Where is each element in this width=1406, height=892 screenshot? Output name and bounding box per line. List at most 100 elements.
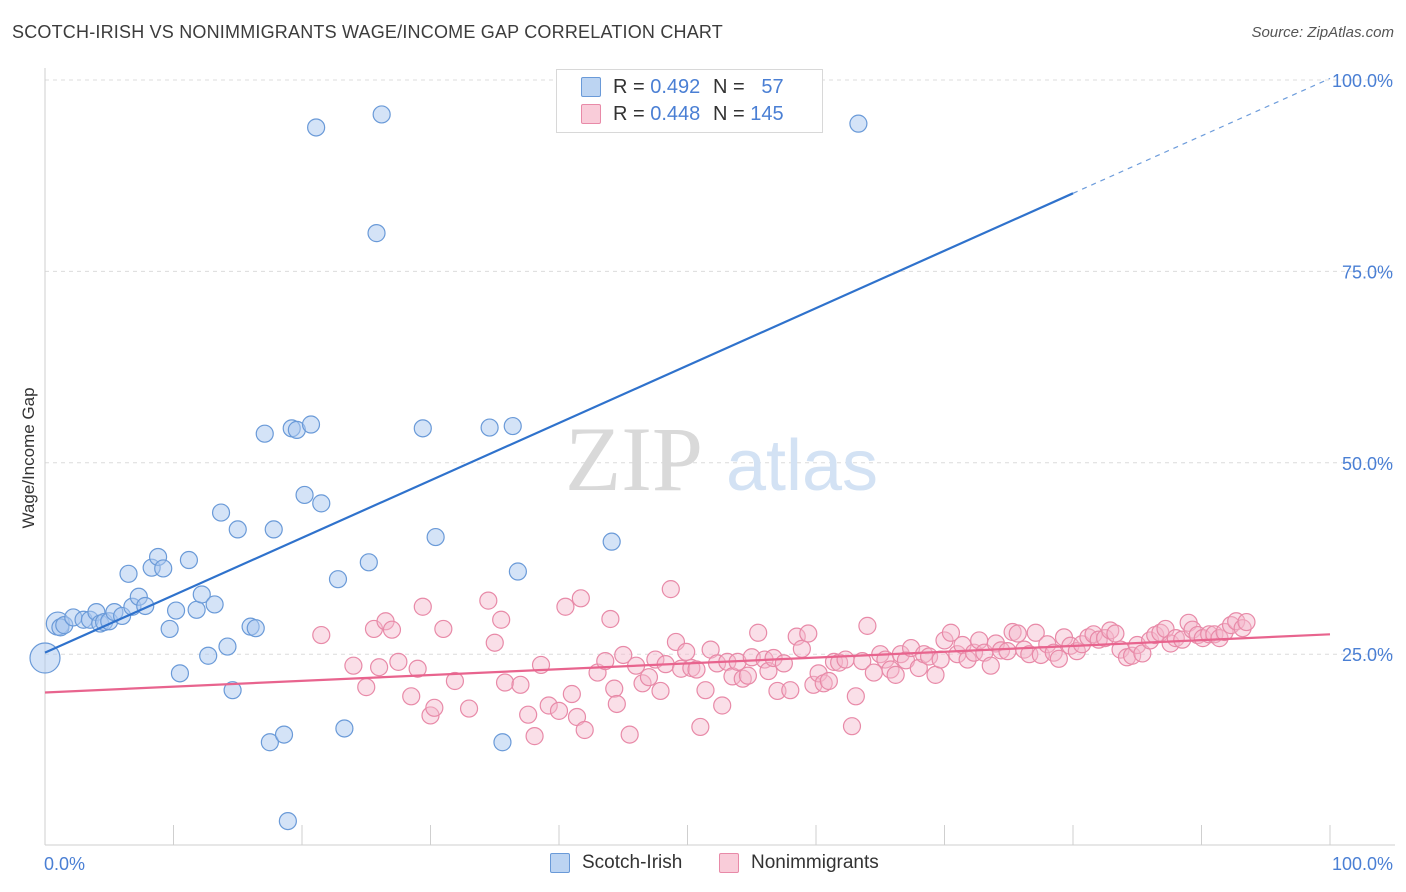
grid [45,79,1395,655]
nonimmigrants-point-6 [382,620,402,639]
nonimmigrants-point-78 [842,717,862,736]
nonimmigrants-point-106 [998,642,1017,661]
scotch-irish-point-55 [508,562,527,581]
nonimmigrants-point-50 [691,717,710,737]
scotch-irish-points [29,105,868,831]
nonimmigrants-point-14 [445,671,465,691]
nonimmigrants-point-135 [1161,634,1180,653]
scotch-irish-point-19 [154,559,173,578]
nonimmigrants-point-29 [571,589,590,608]
nonimmigrants-point-8 [402,687,421,706]
nonimmigrants-point-94 [931,650,950,669]
nonimmigrants-point-85 [881,660,900,679]
legend-n-value: 57 [761,75,784,98]
nonimmigrants-point-40 [639,668,659,687]
scotch-irish-point-21 [166,601,186,620]
scotch-irish-point-36 [264,520,283,539]
x-tick-label-min: 0.0% [44,854,85,874]
scotch-irish-point-54 [503,416,522,436]
nonimmigrants-point-24 [539,696,558,715]
scotch-irish-point-53 [493,733,512,752]
nonimmigrants-point-33 [601,609,620,629]
scotch-irish-point-0 [29,642,61,674]
legend-swatch-pink [719,853,739,873]
scotch-irish-point-29 [218,637,237,656]
nonimmigrants-point-58 [733,669,752,688]
nonimmigrants-point-96 [941,623,961,642]
scotch-irish-point-42 [301,415,321,434]
scotch-irish-point-30 [223,681,242,700]
legend-r-value: 0.448 [650,102,701,125]
nonimmigrants-point-77 [836,650,855,669]
scotch-irish-point-24 [187,600,206,619]
y-tick-label-3: 100.0% [1332,71,1393,91]
nonimmigrants-point-65 [768,681,787,701]
scotch-irish-point-35 [260,733,279,752]
legend-swatch-blue [550,853,570,873]
nonimmigrants-point-1 [344,656,363,675]
scotch-irish-point-44 [312,494,331,513]
nonimmigrants-trend-line [44,633,1331,694]
nonimmigrants-point-26 [556,597,575,616]
scotch-irish-point-22 [170,664,190,683]
legend-label-nonimmigrants: Nonimmigrants [751,852,879,873]
watermark: ZIP atlas [565,408,878,510]
scotch-irish-point-50 [413,419,432,438]
nonimmigrants-point-30 [575,720,594,740]
nonimmigrants-point-115 [1049,649,1068,668]
nonimmigrants-point-51 [696,681,715,700]
scotch-irish-point-34 [255,424,274,443]
nonimmigrants-point-124 [1101,621,1120,640]
scotch-irish-point-33 [246,619,265,638]
nonimmigrants-point-35 [607,694,626,714]
scotch-irish-point-47 [359,553,378,572]
nonimmigrants-point-10 [413,597,432,616]
scotch-irish-point-45 [328,570,348,589]
scotch-irish-point-43 [307,118,326,137]
series-legend: Scotch-Irish Nonimmigrants [0,852,1406,876]
stats-legend: R = 0.492 N = 57 R = 0.448 N = 145 [556,69,823,133]
nonimmigrants-point-90 [909,658,928,678]
nonimmigrants-point-22 [525,727,544,746]
scotch-irish-point-49 [372,105,391,124]
nonimmigrants-point-19 [495,673,515,692]
nonimmigrants-point-70 [799,624,818,643]
nonimmigrants-point-111 [1026,623,1045,642]
nonimmigrants-point-59 [738,666,757,685]
scotch-irish-point-52 [480,418,499,437]
nonimmigrants-point-44 [661,580,680,599]
nonimmigrants-point-54 [713,696,732,715]
scotch-irish-point-56 [602,532,621,551]
source-credit: Source: ZipAtlas.com [1251,24,1394,41]
nonimmigrants-point-34 [605,679,624,698]
nonimmigrants-point-42 [651,681,670,701]
legend-r-label: R = [613,102,651,125]
legend-n-value: 145 [750,102,784,125]
nonimmigrants-point-79 [846,687,865,706]
scotch-irish-trend-line [44,192,1074,654]
nonimmigrants-point-47 [677,642,696,662]
nonimmigrants-point-0 [312,625,331,645]
nonimmigrants-point-67 [781,681,800,700]
nonimmigrants-point-17 [485,633,504,652]
scotch-irish-point-26 [199,646,218,665]
scotch-irish-point-28 [211,503,231,522]
nonimmigrants-point-32 [596,651,615,671]
scotch-irish-point-48 [367,224,386,243]
nonimmigrants-point-145 [1215,622,1234,642]
legend-label-scotch-irish: Scotch-Irish [582,852,683,873]
y-axis-label: Wage/Income Gap [19,387,38,528]
scotch-irish-point-51 [426,527,445,547]
scotch-irish-point-27 [205,595,224,614]
y-tick-label-2: 75.0% [1342,262,1393,282]
nonimmigrants-point-61 [749,623,768,642]
scotch-irish-point-20 [160,619,179,639]
nonimmigrants-point-2 [357,678,376,697]
axes [44,68,1395,846]
nonimmigrants-point-25 [549,701,569,720]
chart-title: SCOTCH-IRISH VS NONIMMIGRANTS WAGE/INCOM… [12,22,723,42]
nonimmigrants-point-13 [434,619,453,639]
nonimmigrants-point-37 [620,725,639,744]
scotch-irish-point-57 [849,114,868,133]
